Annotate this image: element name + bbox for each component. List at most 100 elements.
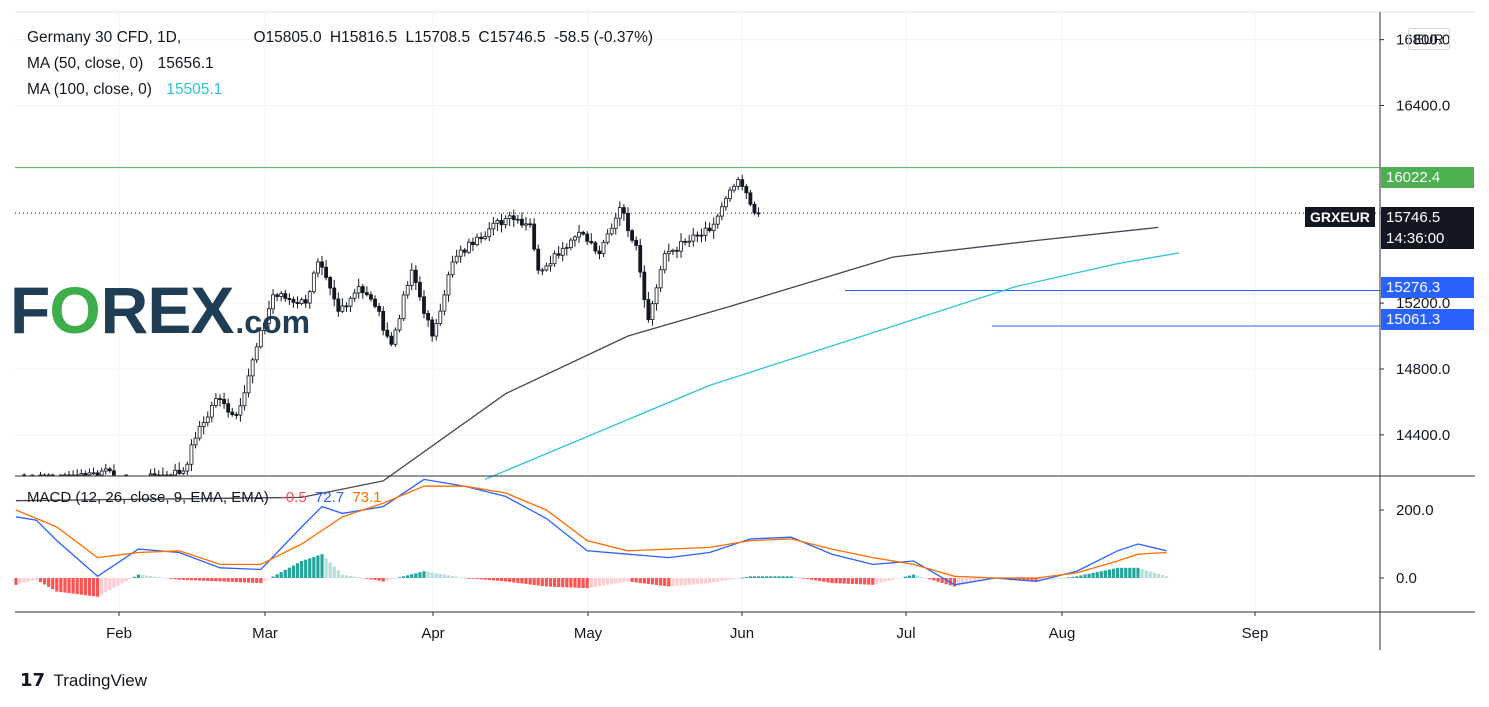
candle (662, 250, 667, 274)
candle-body (307, 291, 312, 304)
candle-body (295, 301, 300, 305)
currency-badge[interactable]: EUR (1408, 28, 1450, 50)
macd-histogram-bar (455, 576, 459, 578)
macd-histogram-bar (557, 578, 561, 588)
macd-histogram-bar (752, 576, 757, 578)
candle (344, 302, 349, 312)
time-tick-label: Jul (896, 625, 915, 642)
macd-histogram-bar (924, 578, 928, 579)
macd-histogram-bar (960, 578, 965, 585)
candle (271, 289, 275, 315)
macd-histogram-bar (132, 576, 136, 578)
candle-body (524, 223, 528, 226)
macd-histogram-bar (732, 578, 736, 580)
moving-averages (15, 226, 1179, 502)
macd-histogram-bar (104, 578, 108, 593)
macd-histogram-bar (875, 578, 879, 584)
macd-histogram-bar (944, 578, 948, 585)
candle (267, 300, 271, 331)
macd-histogram-bar (369, 578, 373, 580)
candle-body (511, 215, 516, 221)
macd-histogram-bar (516, 578, 520, 583)
candle (242, 385, 247, 411)
macd-histogram-bar (483, 578, 487, 580)
macd-histogram-bar (936, 578, 940, 582)
macd-histogram-bar (1034, 578, 1038, 582)
candle-body (373, 298, 377, 307)
candle (597, 245, 602, 260)
candle-body (173, 469, 178, 476)
candle (91, 467, 96, 475)
macd-histogram-bar (304, 559, 308, 578)
candle-body (254, 346, 259, 361)
macd-histogram-bar (769, 576, 773, 578)
candle-body (491, 222, 496, 230)
candle-body (258, 330, 263, 348)
macd-histogram-bar (336, 570, 340, 578)
last-price-tag: 15746.5 (1381, 207, 1474, 228)
candle (695, 231, 700, 243)
macd-histogram-bar (320, 554, 324, 578)
candle-body (585, 233, 590, 242)
macd-histogram-bar (687, 578, 691, 585)
macd-histogram-bar (1083, 574, 1087, 578)
macd-histogram-bar (83, 578, 87, 596)
candle-body (369, 294, 373, 300)
candle-body (552, 253, 557, 265)
macd-histogram-bar (916, 575, 920, 578)
macd-histogram-bar (75, 578, 79, 595)
macd-histogram-bar (1128, 567, 1132, 578)
candle-body (185, 463, 190, 472)
macd-histogram-bar (214, 578, 218, 582)
macd-histogram-bar (185, 578, 189, 581)
candle-body (499, 220, 504, 226)
candle-body (568, 239, 573, 248)
macd-histogram-bar (952, 578, 956, 587)
macd-histogram-bar (854, 578, 859, 585)
open-value: O15805.0 (253, 29, 322, 46)
change-value: -58.5 (-0.37%) (553, 29, 654, 46)
candle-body (99, 470, 104, 476)
macd-histogram-bar (801, 578, 806, 579)
candle (744, 184, 749, 199)
candle-body (214, 398, 218, 406)
candle-body (320, 261, 324, 268)
macd-line (15, 478, 1167, 586)
macd-histogram-bar (577, 578, 581, 588)
macd-histogram-bar (512, 578, 516, 583)
macd-tick-label: 200.0 (1396, 502, 1434, 519)
candle (675, 246, 679, 259)
candle-body (736, 179, 741, 187)
candle-body (642, 271, 647, 300)
ma100-value: 15505.1 (166, 81, 223, 98)
macd-histogram-bar (863, 578, 867, 585)
candle (67, 470, 71, 477)
macd-histogram-bar (520, 578, 524, 584)
candle-body (528, 223, 532, 226)
macd-histogram-bar (316, 555, 320, 578)
candle (691, 228, 696, 247)
candle-body (650, 303, 655, 320)
macd-histogram-bar (59, 578, 63, 593)
tradingview-footer[interactable]: 𝟭𝟳 TradingView (20, 670, 147, 691)
candle (87, 468, 92, 476)
candle (279, 290, 284, 302)
candle-body (336, 298, 341, 312)
macd-histogram-bar (438, 573, 442, 578)
macd-histogram-bar (357, 577, 361, 579)
macd-histogram-bar (691, 578, 695, 585)
candle (324, 259, 328, 281)
macd-histogram-bar (353, 576, 357, 578)
candle (642, 265, 647, 308)
macd-histogram-bar (785, 576, 789, 578)
macd-histogram-bar (51, 578, 55, 590)
candle (544, 262, 549, 272)
macd-histogram-bar (965, 578, 969, 584)
candle-body (573, 236, 577, 241)
candle (201, 416, 206, 435)
macd-histogram-bar (724, 578, 728, 581)
macd-histogram-bar (479, 578, 483, 580)
candle (299, 297, 304, 306)
macd-histogram-bar (475, 578, 479, 580)
